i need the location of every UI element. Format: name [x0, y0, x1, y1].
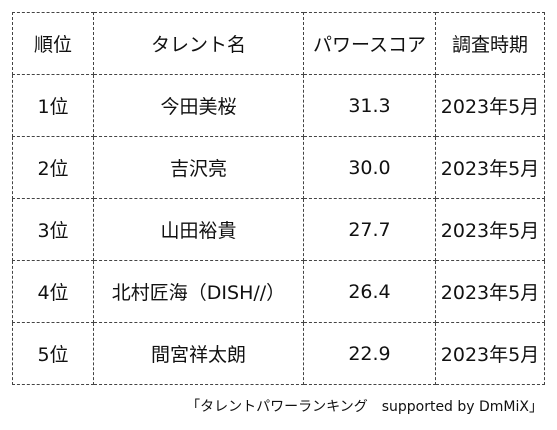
cell-talent-name: 吉沢亮 [93, 136, 304, 199]
cell-talent-name: 山田裕貴 [93, 198, 304, 261]
cell-talent-name: 間宮祥太朗 [93, 322, 304, 385]
table-row: 1位 今田美桜 31.3 2023年5月 [12, 74, 545, 137]
cell-survey-date: 2023年5月 [435, 260, 545, 323]
table-row: 3位 山田裕貴 27.7 2023年5月 [12, 198, 545, 261]
header-power-score: パワースコア [303, 12, 436, 75]
cell-survey-date: 2023年5月 [435, 198, 545, 261]
cell-power-score: 27.7 [303, 198, 436, 261]
header-survey-date: 調査時期 [435, 12, 545, 75]
cell-power-score: 22.9 [303, 322, 436, 385]
cell-survey-date: 2023年5月 [435, 136, 545, 199]
cell-rank: 3位 [12, 198, 94, 261]
header-talent-name: タレント名 [93, 12, 304, 75]
ranking-table: 順位 タレント名 パワースコア 調査時期 1位 今田美桜 31.3 2023年5… [12, 12, 545, 385]
table-row: 5位 間宮祥太朗 22.9 2023年5月 [12, 322, 545, 385]
table-row: 4位 北村匠海（DISH//） 26.4 2023年5月 [12, 260, 545, 323]
header-row: 順位 タレント名 パワースコア 調査時期 [12, 12, 545, 75]
cell-survey-date: 2023年5月 [435, 322, 545, 385]
cell-talent-name: 北村匠海（DISH//） [93, 260, 304, 323]
cell-rank: 5位 [12, 322, 94, 385]
table-row: 2位 吉沢亮 30.0 2023年5月 [12, 136, 545, 199]
cell-power-score: 31.3 [303, 74, 436, 137]
cell-power-score: 30.0 [303, 136, 436, 199]
source-caption: 「タレントパワーランキング supported by DmMiX」 [186, 399, 543, 415]
header-rank: 順位 [12, 12, 94, 75]
cell-power-score: 26.4 [303, 260, 436, 323]
cell-survey-date: 2023年5月 [435, 74, 545, 137]
cell-rank: 2位 [12, 136, 94, 199]
cell-rank: 1位 [12, 74, 94, 137]
cell-talent-name: 今田美桜 [93, 74, 304, 137]
cell-rank: 4位 [12, 260, 94, 323]
